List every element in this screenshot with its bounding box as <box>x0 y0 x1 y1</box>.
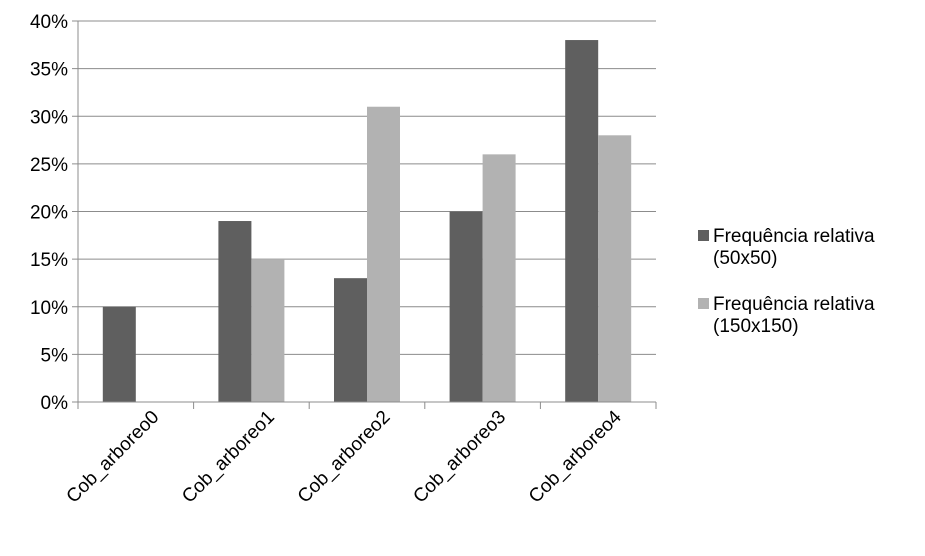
legend-label: Frequência relativa (50x50) <box>713 226 875 269</box>
x-tick-label: Cob_arboreo0 <box>63 407 164 508</box>
y-tick-labels: 0% 5% 10% 15% 20% 25% 30% 35% 40% <box>30 12 68 414</box>
bar-2-cob_arboreo2 <box>367 106 400 402</box>
x-tick-label: Cob_arboreo4 <box>525 406 626 507</box>
y-tick-label: 5% <box>41 345 69 366</box>
bar-2-cob_arboreo3 <box>482 154 516 402</box>
axes <box>77 21 657 409</box>
x-tick-label: Cob_arboreo2 <box>294 407 395 508</box>
legend-label: Frequência relativa (150x150) <box>713 294 875 337</box>
y-tick-label: 30% <box>30 107 68 128</box>
y-tick-label: 35% <box>30 60 68 81</box>
y-tick-label: 25% <box>30 155 68 176</box>
bar-1-cob_arboreo4 <box>565 40 599 403</box>
x-tick-label: Cob_arboreo1 <box>178 407 279 508</box>
legend-swatch <box>698 298 709 309</box>
bar-2-cob_arboreo4 <box>598 135 632 403</box>
x-tick-label: Cob_arboreo3 <box>409 407 510 508</box>
bar-1-cob_arboreo1 <box>218 221 252 402</box>
bar-1-cob_arboreo0 <box>102 306 136 402</box>
y-tick-label: 40% <box>30 12 68 33</box>
bar-2-cob_arboreo1 <box>251 259 285 402</box>
bar-1-cob_arboreo3 <box>449 211 483 402</box>
legend: Frequência relativa (50x50) Frequência rel… <box>698 226 875 337</box>
y-tick-label: 0% <box>41 393 69 414</box>
bars <box>102 40 632 403</box>
y-tick-label: 10% <box>30 298 68 319</box>
legend-swatch <box>698 230 709 241</box>
y-tick-label: 20% <box>30 203 68 224</box>
x-tick-labels: Cob_arboreo0 Cob_arboreo1 Cob_arboreo2 Cob_… <box>63 406 626 507</box>
bar-1-cob_arboreo2 <box>334 278 367 402</box>
y-tick-label: 15% <box>30 250 68 271</box>
